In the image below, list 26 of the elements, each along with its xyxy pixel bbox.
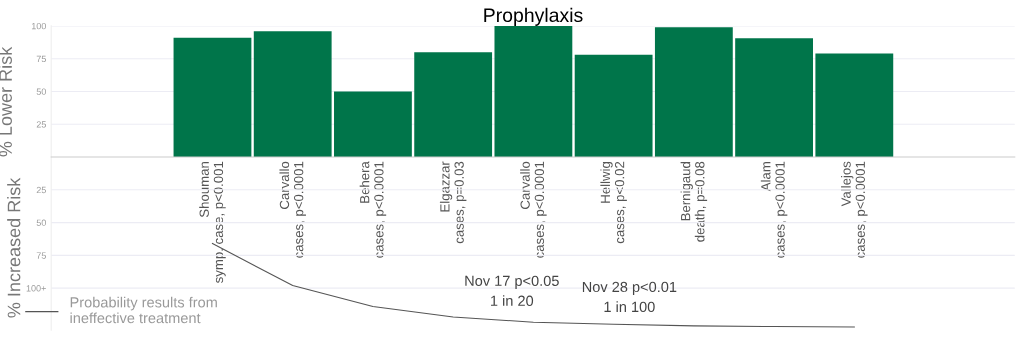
x-tick-label: Carvallo cases, p<0.0001 bbox=[520, 161, 547, 258]
x-tick-label: Hellwig cases, p<0.02 bbox=[600, 161, 627, 244]
bar bbox=[574, 54, 653, 158]
bar bbox=[494, 25, 573, 158]
legend-label: Probability results from ineffective treatment bbox=[70, 296, 217, 324]
annotation: Nov 28 p<0.01 1 in 100 bbox=[582, 281, 677, 313]
bar bbox=[815, 53, 894, 158]
text: % Increased Risk bbox=[7, 177, 21, 318]
y-tick-label: 50 bbox=[36, 88, 46, 95]
bar bbox=[173, 37, 252, 158]
bar bbox=[735, 38, 813, 158]
y-tick-label: 75 bbox=[36, 252, 46, 259]
annotation: Nov 17 p<0.05 1 in 20 bbox=[465, 275, 559, 306]
x-tick-label: Bernigaud death, p=0.08 bbox=[680, 161, 708, 242]
bar bbox=[253, 31, 332, 158]
y-tick-label: 25 bbox=[36, 186, 46, 194]
bar bbox=[334, 91, 412, 158]
bar bbox=[414, 52, 493, 158]
y-tick-label: 75 bbox=[36, 55, 46, 63]
chart-title: Prophylaxis bbox=[484, 7, 583, 26]
x-tick-label: Elgazzar cases, p=0.03 bbox=[439, 161, 467, 244]
y-tick-label: 100+ bbox=[26, 285, 46, 292]
y-tick-label: 25 bbox=[36, 121, 46, 128]
y-tick-label: 100 bbox=[31, 22, 46, 30]
y-tick-label: 50 bbox=[36, 219, 46, 226]
bar bbox=[654, 27, 733, 158]
